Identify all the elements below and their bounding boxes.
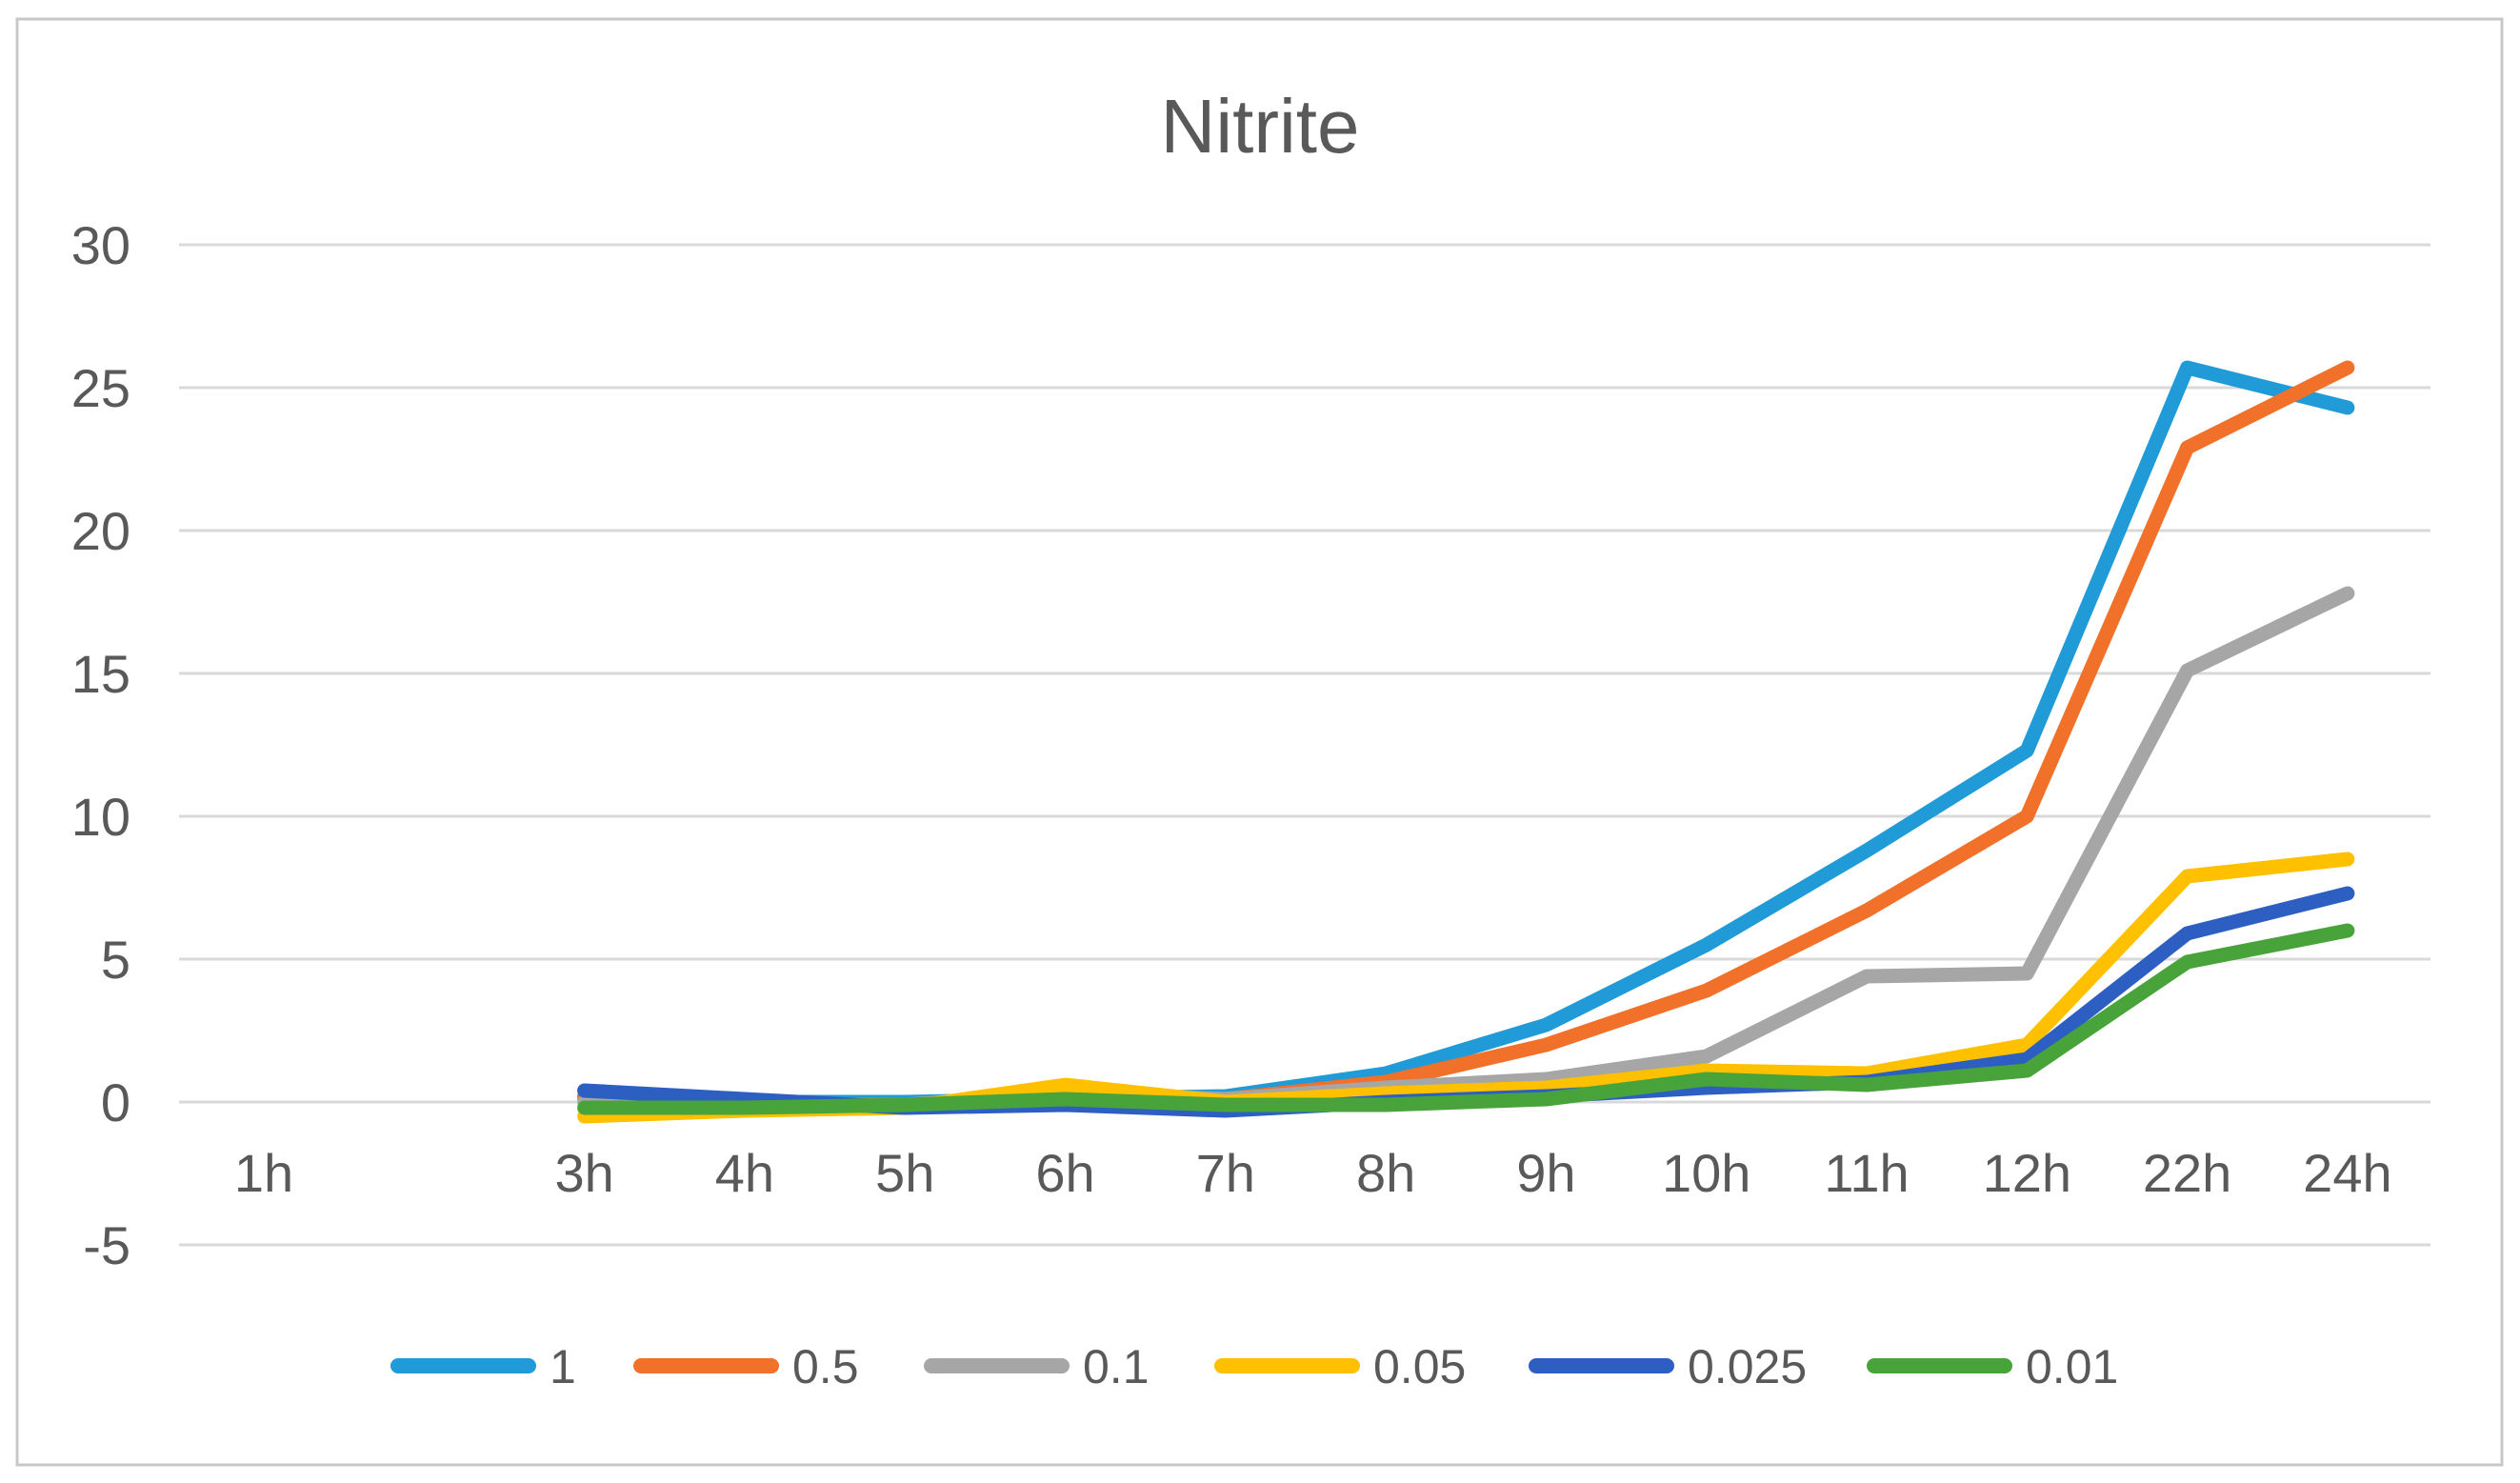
y-axis-tick-label: 25: [71, 358, 130, 418]
y-axis-tick-label: 5: [101, 930, 130, 990]
x-axis-tick-labels: 1h 3h 4h 5h 6h 7h 8h 9h 10h 11h 12h 22h 24h: [234, 1143, 2392, 1203]
x-axis-tick-label: 5h: [875, 1143, 934, 1203]
gridlines: [179, 243, 2430, 1247]
y-axis-tick-label: 15: [71, 644, 130, 704]
y-axis-tick-label: -5: [83, 1215, 130, 1275]
legend-swatch-0.05: [1214, 1358, 1360, 1373]
series-line-0.01: [577, 923, 2355, 1115]
y-axis-tick-label: 0: [101, 1072, 130, 1132]
legend-label-1: 1: [550, 1340, 576, 1393]
x-axis-tick-label: 10h: [1662, 1143, 1750, 1203]
series-lines: [577, 360, 2355, 1124]
chart-border: [15, 17, 2504, 1467]
legend-label-0.025: 0.025: [1688, 1340, 1807, 1393]
legend-label-0.05: 0.05: [1373, 1340, 1466, 1393]
legend-item-0.05: 0.05: [1214, 1340, 1466, 1393]
legend-swatch-0.01: [1867, 1358, 2012, 1373]
legend-swatch-0.025: [1529, 1358, 1674, 1373]
legend: 1 0.5 0.1 0.05 0.025 0.01: [390, 1340, 2118, 1393]
y-axis-tick-label: 10: [71, 787, 130, 847]
legend-swatch-0.5: [633, 1358, 779, 1373]
x-axis-tick-label: 4h: [715, 1143, 774, 1203]
legend-item-1: 1: [390, 1340, 576, 1393]
y-axis-tick-labels: 30 25 20 15 10 5 0 -5: [71, 215, 130, 1275]
legend-label-0.01: 0.01: [2026, 1340, 2118, 1393]
legend-item-0.01: 0.01: [1867, 1340, 2118, 1393]
x-axis-tick-label: 11h: [1824, 1143, 1909, 1203]
x-axis-tick-label: 12h: [1983, 1143, 2071, 1203]
x-axis-tick-label: 1h: [234, 1143, 293, 1203]
legend-label-0.1: 0.1: [1083, 1340, 1150, 1393]
legend-item-0.025: 0.025: [1529, 1340, 1807, 1393]
x-axis-tick-label: 22h: [2143, 1143, 2231, 1203]
x-axis-tick-label: 6h: [1035, 1143, 1094, 1203]
x-axis-tick-label: 9h: [1516, 1143, 1575, 1203]
x-axis-tick-label: 8h: [1356, 1143, 1415, 1203]
legend-item-0.5: 0.5: [633, 1340, 859, 1393]
x-axis-tick-label: 7h: [1196, 1143, 1255, 1203]
x-axis-tick-label: 24h: [2303, 1143, 2391, 1203]
x-axis-tick-label: 3h: [554, 1143, 613, 1203]
legend-swatch-1: [390, 1358, 536, 1373]
legend-label-0.5: 0.5: [792, 1340, 859, 1393]
chart-title: Nitrite: [1161, 84, 1360, 169]
y-axis-tick-label: 20: [71, 501, 130, 561]
y-axis-tick-label: 30: [71, 215, 130, 275]
legend-item-0.1: 0.1: [924, 1340, 1150, 1393]
legend-swatch-0.1: [924, 1358, 1070, 1373]
